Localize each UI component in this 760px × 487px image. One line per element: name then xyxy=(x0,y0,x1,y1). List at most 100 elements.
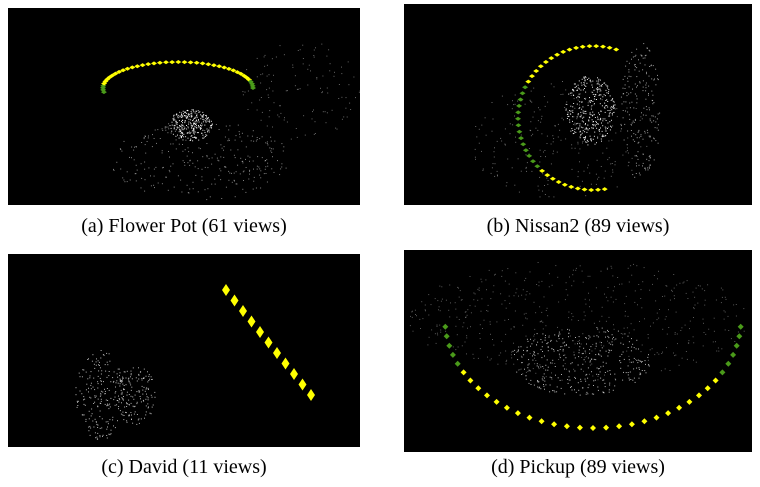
point xyxy=(100,403,101,404)
point xyxy=(655,140,656,141)
point xyxy=(146,389,147,390)
point xyxy=(650,349,651,350)
point xyxy=(110,434,111,435)
point xyxy=(162,167,163,168)
point xyxy=(200,128,201,129)
point xyxy=(152,134,153,135)
point xyxy=(428,315,429,316)
point xyxy=(540,150,541,151)
point xyxy=(268,95,269,96)
point xyxy=(604,103,605,104)
page: {"figure": {"panels": [ {"caption": "(a)… xyxy=(0,0,760,487)
point xyxy=(584,359,585,360)
point xyxy=(579,105,580,106)
point xyxy=(457,334,458,335)
point xyxy=(347,117,348,118)
point xyxy=(628,347,629,348)
point xyxy=(109,371,110,372)
point xyxy=(256,188,257,189)
point xyxy=(350,109,351,110)
point xyxy=(518,347,519,348)
point xyxy=(298,89,299,90)
point xyxy=(174,119,175,120)
point xyxy=(441,301,442,302)
point xyxy=(563,350,564,351)
point xyxy=(608,110,609,111)
point xyxy=(573,369,574,370)
point xyxy=(612,114,613,115)
point xyxy=(612,169,613,170)
point xyxy=(467,328,468,329)
point xyxy=(611,120,612,121)
point xyxy=(211,128,212,129)
point xyxy=(117,377,118,378)
point xyxy=(182,127,183,128)
point xyxy=(119,375,120,376)
point xyxy=(96,424,97,425)
point xyxy=(635,134,636,135)
point xyxy=(560,349,561,350)
point xyxy=(83,399,84,400)
point xyxy=(126,384,127,385)
point xyxy=(138,419,139,420)
point xyxy=(687,359,688,360)
point xyxy=(628,316,629,317)
point xyxy=(232,182,233,183)
point xyxy=(137,414,138,415)
point xyxy=(183,139,184,140)
point xyxy=(490,360,491,361)
point xyxy=(209,120,210,121)
point xyxy=(107,364,108,365)
point xyxy=(585,77,586,78)
point xyxy=(475,293,476,294)
point xyxy=(618,331,619,332)
point xyxy=(700,286,701,287)
point xyxy=(574,98,575,99)
point xyxy=(494,275,495,276)
point xyxy=(586,83,587,84)
point xyxy=(246,167,247,168)
point xyxy=(608,352,609,353)
point xyxy=(181,192,182,193)
point xyxy=(425,305,426,306)
point xyxy=(229,125,230,126)
point xyxy=(355,97,356,98)
point xyxy=(635,155,636,156)
point xyxy=(630,362,631,363)
point xyxy=(544,96,545,97)
point xyxy=(584,78,585,79)
point xyxy=(582,106,583,107)
point xyxy=(507,268,508,269)
point xyxy=(515,311,516,312)
point xyxy=(537,363,538,364)
point xyxy=(599,368,600,369)
point xyxy=(267,163,268,164)
point xyxy=(650,119,651,120)
point xyxy=(182,144,183,145)
point xyxy=(624,303,625,304)
point xyxy=(147,396,148,397)
point xyxy=(121,390,122,391)
point xyxy=(653,138,654,139)
point xyxy=(506,308,507,309)
point xyxy=(554,86,555,87)
point xyxy=(201,176,202,177)
point xyxy=(191,132,192,133)
point xyxy=(544,378,545,379)
point xyxy=(585,124,586,125)
point xyxy=(90,385,91,386)
point xyxy=(82,415,83,416)
point xyxy=(643,115,644,116)
point xyxy=(192,125,193,126)
point xyxy=(591,311,592,312)
point xyxy=(643,139,644,140)
point xyxy=(493,163,494,164)
point xyxy=(541,321,542,322)
point xyxy=(578,114,579,115)
point xyxy=(588,78,589,79)
point xyxy=(274,102,275,103)
point xyxy=(292,67,293,68)
point xyxy=(653,116,654,117)
point xyxy=(671,290,672,291)
point xyxy=(578,341,579,342)
